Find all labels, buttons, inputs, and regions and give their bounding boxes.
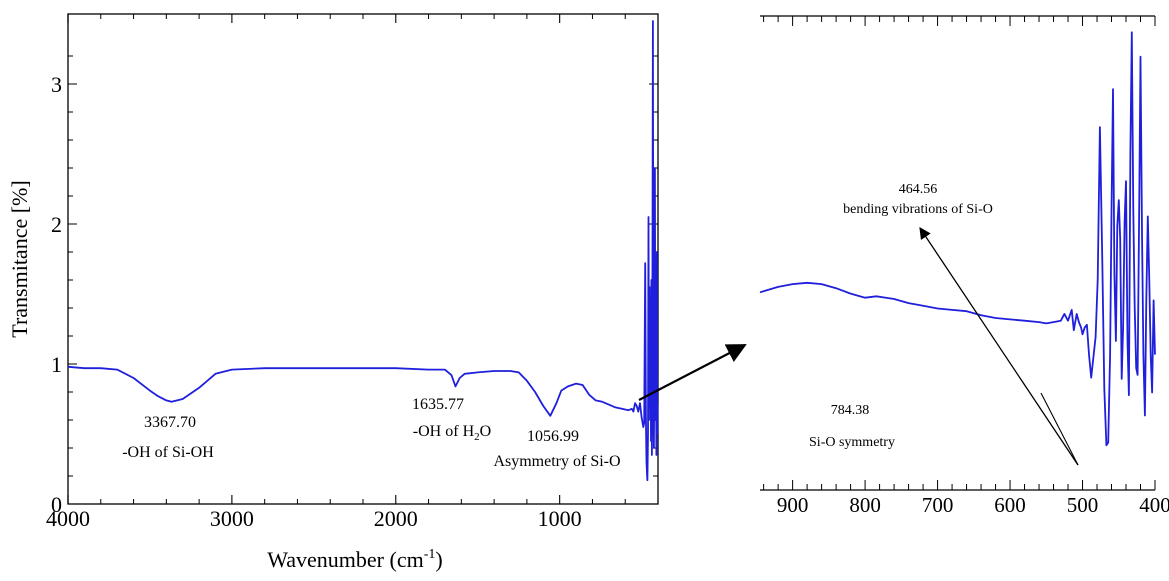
peak-label-784: 784.38 bbox=[831, 403, 870, 418]
main-ytick-label: 1 bbox=[51, 352, 62, 377]
y-axis-title: Transmitance [%] bbox=[7, 180, 32, 337]
inset-xtick-label: 500 bbox=[1067, 493, 1099, 517]
peak-label-1635: 1635.77 bbox=[412, 396, 464, 413]
peak-label-oh-sioh: -OH of Si-OH bbox=[122, 444, 214, 461]
main-spectrum-panel: 0 1 2 3 4000 3000 2000 1000 Transmitance [%] W… bbox=[7, 13, 659, 572]
inset-xtick-labels: 900 800 700 600 500 400 bbox=[777, 493, 1169, 517]
inset-xtick-label: 600 bbox=[994, 493, 1026, 517]
x-axis-title: Wavenumber (cm-1) bbox=[267, 547, 442, 572]
inset-ticks bbox=[763, 16, 1156, 490]
inset-spectrum-line bbox=[759, 31, 1156, 447]
peak-label-3367: 3367.70 bbox=[144, 414, 196, 431]
main-ytick-labels: 0 1 2 3 bbox=[51, 72, 62, 517]
bending-guide-line bbox=[1040, 392, 1079, 466]
main-xtick-label: 2000 bbox=[374, 506, 418, 531]
main-ytick-label: 2 bbox=[51, 212, 62, 237]
inset-xtick-label: 800 bbox=[849, 493, 881, 517]
main-ytick-label: 0 bbox=[51, 492, 62, 517]
main-xtick-label: 4000 bbox=[46, 506, 90, 531]
peak-label-oh-h2o: -OH of H2O bbox=[413, 423, 491, 443]
bending-arrow bbox=[919, 227, 1079, 466]
zoom-arrow bbox=[638, 344, 747, 401]
main-xtick-label: 1000 bbox=[538, 506, 582, 531]
inset-spectrum-panel: 900 800 700 600 500 400 784.38 Si-O symmetry … bbox=[759, 15, 1169, 517]
inset-xtick-label: 400 bbox=[1139, 493, 1169, 517]
peak-label-asym-sio: Asymmetry of Si-O bbox=[493, 453, 620, 470]
main-xtick-label: 3000 bbox=[210, 506, 254, 531]
main-ytick-label: 3 bbox=[51, 72, 62, 97]
peak-label-sio-sym: Si-O symmetry bbox=[809, 435, 895, 450]
peak-label-bending-sio: bending vibrations of Si-O bbox=[843, 202, 993, 217]
main-xtick-labels: 4000 3000 2000 1000 bbox=[46, 506, 582, 531]
peak-label-1056: 1056.99 bbox=[527, 428, 579, 445]
main-spectrum-line bbox=[67, 20, 659, 482]
inset-xtick-label: 700 bbox=[922, 493, 954, 517]
inset-xtick-label: 900 bbox=[777, 493, 809, 517]
peak-label-464: 464.56 bbox=[899, 182, 938, 197]
